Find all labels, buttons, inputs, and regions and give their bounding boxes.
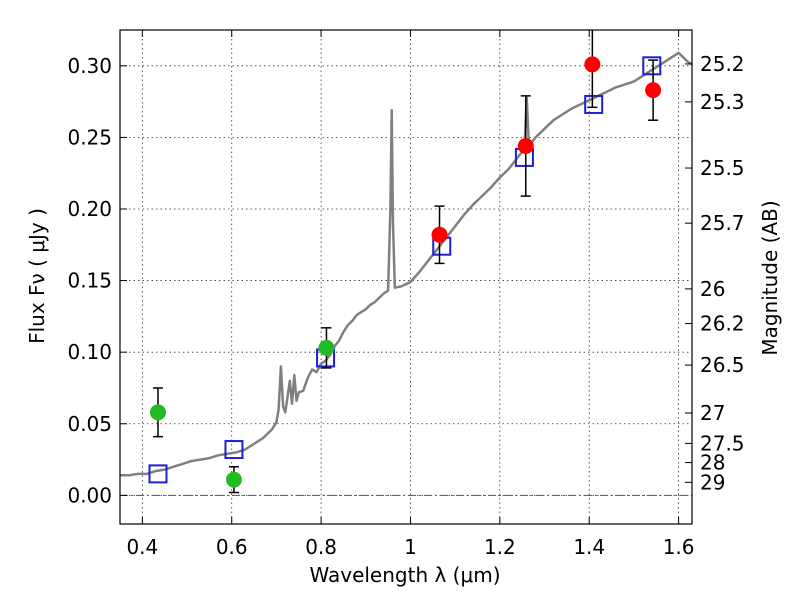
y-tick-label: 0.05 bbox=[67, 412, 112, 436]
x-tick-label: 1 bbox=[404, 535, 417, 559]
y2-tick-label: 26.2 bbox=[700, 312, 745, 336]
y2-tick-label: 25.5 bbox=[700, 156, 745, 180]
y-axis-label: Flux Fν ( μJy ) bbox=[25, 208, 49, 344]
red-data-point bbox=[431, 226, 448, 243]
spectrum-line bbox=[120, 51, 693, 477]
x-tick-label: 1.4 bbox=[573, 535, 605, 559]
x-tick-label: 0.4 bbox=[126, 535, 158, 559]
red-data-point bbox=[517, 137, 534, 154]
y2-tick-label: 25.3 bbox=[700, 90, 745, 114]
x-tick-label: 1.6 bbox=[663, 535, 695, 559]
y2-tick-label: 27.5 bbox=[700, 431, 745, 455]
y2-tick-label: 29 bbox=[700, 470, 725, 494]
y-tick-label: 0.15 bbox=[67, 269, 112, 293]
y2-tick-label: 27 bbox=[700, 401, 725, 425]
axis-ticks bbox=[120, 30, 692, 524]
red-data-point bbox=[584, 56, 601, 73]
y-tick-label: 0.30 bbox=[67, 54, 112, 78]
model-box-marker bbox=[224, 440, 244, 460]
y-tick-label: 0.20 bbox=[67, 197, 112, 221]
x-axis-label: Wavelength λ (μm) bbox=[309, 563, 500, 587]
y-tick-labels: 0.00 0.05 0.10 0.15 0.20 0.25 0.30 bbox=[67, 54, 112, 508]
nir-observed-points bbox=[431, 56, 662, 243]
model-photometry-points bbox=[148, 56, 662, 484]
model-box-marker bbox=[148, 464, 168, 484]
y2-tick-label: 26.5 bbox=[700, 353, 745, 377]
green-data-point bbox=[149, 404, 166, 421]
x-tick-labels: 0.4 0.6 0.8 1 1.2 1.4 1.6 bbox=[126, 535, 694, 559]
x-tick-label: 0.6 bbox=[216, 535, 248, 559]
y2-tick-label: 26 bbox=[700, 277, 725, 301]
y2-tick-label: 28 bbox=[700, 451, 725, 475]
error-bars bbox=[152, 30, 659, 494]
green-data-point bbox=[225, 471, 242, 488]
green-data-point bbox=[318, 339, 335, 356]
model-spectrum bbox=[120, 51, 693, 477]
y2-axis-label: Magnitude (AB) bbox=[758, 200, 782, 355]
model-box-marker bbox=[642, 56, 662, 76]
red-data-point bbox=[645, 82, 662, 99]
model-box-marker bbox=[584, 94, 604, 114]
optical-observed-points bbox=[149, 339, 335, 488]
x-tick-label: 0.8 bbox=[305, 535, 337, 559]
grid bbox=[120, 30, 692, 524]
plot-frame bbox=[119, 29, 693, 525]
y-tick-label: 0.00 bbox=[67, 483, 112, 507]
y2-tick-label: 25.7 bbox=[700, 211, 745, 235]
y-tick-label: 0.25 bbox=[67, 125, 112, 149]
y2-tick-label: 25.2 bbox=[700, 52, 745, 76]
x-tick-label: 1.2 bbox=[484, 535, 516, 559]
y-tick-label: 0.10 bbox=[67, 340, 112, 364]
